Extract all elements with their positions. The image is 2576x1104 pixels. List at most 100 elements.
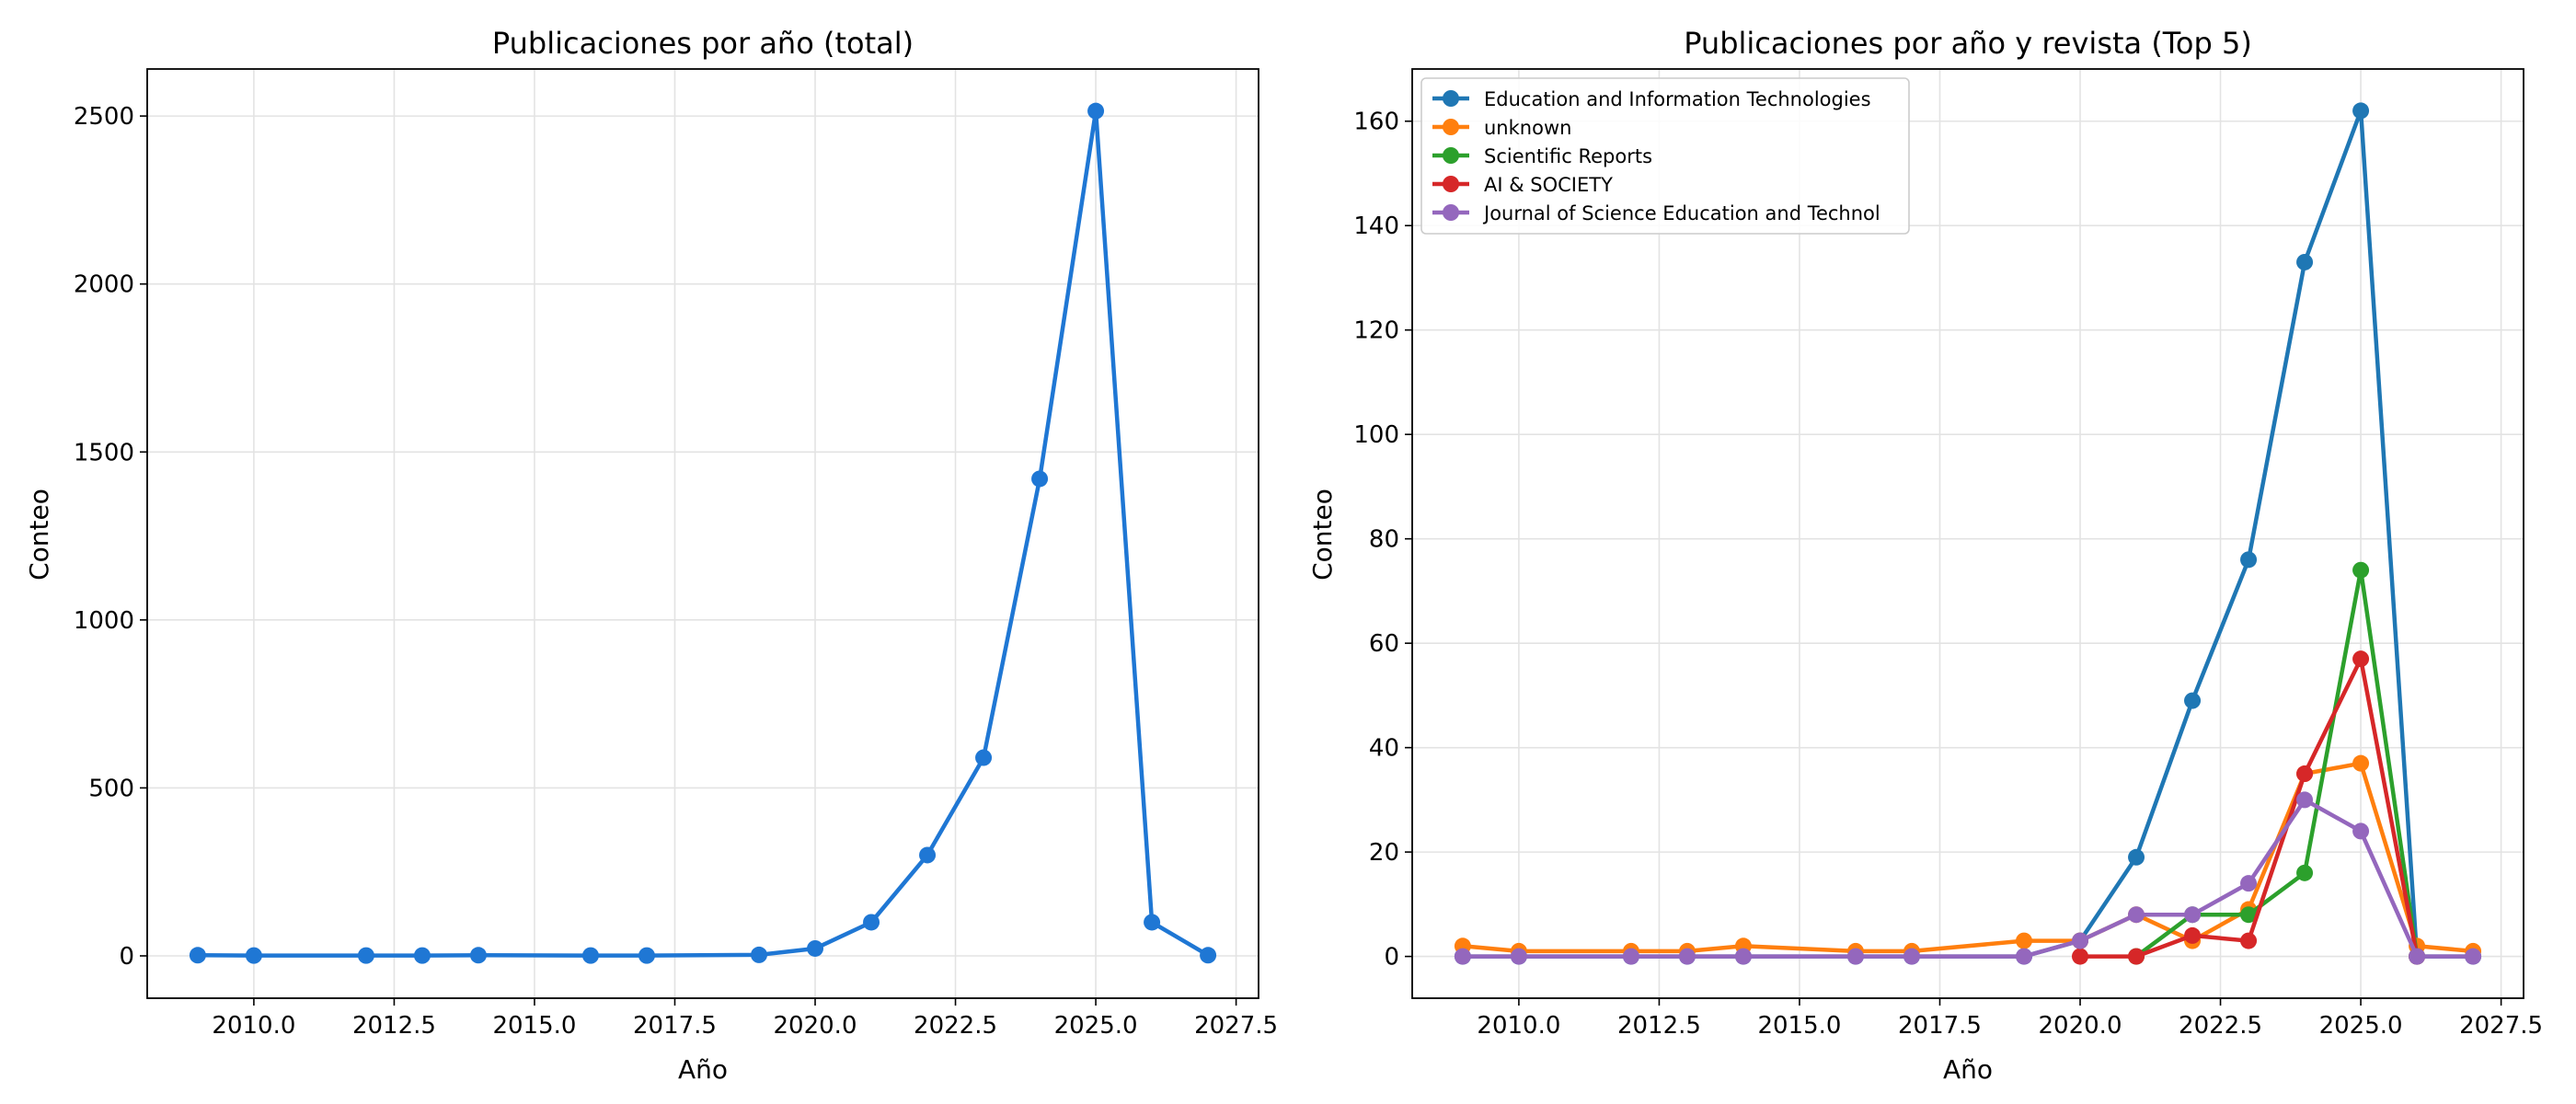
y-tick-label: 20	[1369, 839, 1399, 867]
chart-title: Publicaciones por año (total)	[492, 26, 914, 61]
y-axis-label: Conteo	[24, 489, 54, 581]
x-tick-label: 2012.5	[352, 1012, 436, 1040]
data-point	[1510, 948, 1527, 965]
series-4	[1454, 791, 2482, 965]
data-point	[2184, 692, 2202, 709]
total-publications-chart: Publicaciones por año (total) Año Conteo…	[24, 26, 1278, 1085]
y-tick-label: 60	[1369, 630, 1399, 658]
data-point	[863, 914, 880, 931]
data-point	[1031, 470, 1049, 488]
legend-item: unknown	[1432, 117, 1571, 139]
x-tick-label: 2012.5	[1617, 1012, 1701, 1040]
data-point	[919, 846, 937, 864]
data-point	[2240, 906, 2258, 924]
y-tick-label: 80	[1369, 526, 1399, 554]
data-point	[1087, 102, 1105, 120]
data-point	[2128, 948, 2145, 965]
legend-marker	[1443, 90, 1459, 107]
x-tick-label: 2015.0	[492, 1012, 576, 1040]
data-point	[2352, 754, 2370, 772]
data-point	[2072, 948, 2089, 965]
data-point	[2352, 650, 2370, 668]
y-tick-label: 2000	[74, 271, 134, 299]
data-point	[2465, 948, 2482, 965]
series-line	[1462, 761, 2474, 954]
plot-frame	[146, 68, 1259, 999]
y-tick-label: 500	[88, 775, 134, 802]
data-point	[357, 947, 374, 964]
data-point	[638, 947, 655, 964]
legend-box	[1420, 77, 1910, 235]
y-tick-label: 0	[1384, 944, 1399, 972]
data-point	[2352, 822, 2370, 840]
data-point	[2352, 102, 2370, 120]
data-point	[1903, 948, 1920, 965]
data-point	[1846, 948, 1864, 965]
y-tick-label: 100	[1353, 421, 1399, 449]
y-tick-label: 160	[1353, 109, 1399, 136]
data-point	[751, 946, 768, 963]
chart-title: Publicaciones por año y revista (Top 5)	[1684, 26, 2252, 61]
legend-label: Journal of Science Education and Technol	[1482, 202, 1880, 224]
x-axis-label: Año	[1943, 1054, 1993, 1085]
data-point	[2296, 253, 2314, 270]
y-tick-label: 2500	[74, 103, 134, 131]
data-point	[2184, 926, 2202, 944]
x-tick-label: 2022.5	[914, 1012, 997, 1040]
data-point	[2240, 551, 2258, 569]
plot-frame	[1411, 68, 2524, 999]
data-point	[975, 749, 993, 766]
y-tick-label: 1000	[74, 607, 134, 635]
legend-marker	[1443, 176, 1459, 192]
data-point	[1622, 948, 1639, 965]
x-tick-label: 2015.0	[1757, 1012, 1841, 1040]
data-point	[2240, 932, 2258, 949]
legend-item: Journal of Science Education and Technol	[1432, 202, 1880, 224]
data-point	[2184, 906, 2202, 924]
x-axis-label: Año	[678, 1054, 728, 1085]
y-axis-label: Conteo	[1307, 489, 1338, 581]
data-point	[2016, 932, 2033, 949]
legend-item: Education and Information Technologies	[1432, 88, 1871, 110]
x-tick-label: 2017.5	[1898, 1012, 1982, 1040]
data-point	[2352, 561, 2370, 579]
legend-label: unknown	[1484, 117, 1571, 139]
legend-item: AI & SOCIETY	[1432, 174, 1613, 196]
data-point	[807, 939, 824, 957]
data-point	[1144, 914, 1161, 931]
x-tick-label: 2020.0	[2039, 1012, 2122, 1040]
x-tick-label: 2010.0	[1477, 1012, 1560, 1040]
data-point	[413, 947, 431, 964]
data-point	[189, 947, 206, 964]
data-point	[1678, 948, 1696, 965]
series-0	[189, 102, 1217, 964]
data-point	[2016, 948, 2033, 965]
data-point	[2296, 765, 2314, 783]
y-tick-label: 140	[1353, 213, 1399, 240]
top5-journals-chart: Publicaciones por año y revista (Top 5) …	[1307, 26, 2543, 1085]
data-point	[1734, 948, 1752, 965]
legend: Education and Information Technologies un…	[1420, 77, 1910, 235]
data-point	[2240, 875, 2258, 892]
x-tick-label: 2027.5	[2459, 1012, 2543, 1040]
legend-label: Education and Information Technologies	[1484, 88, 1871, 110]
legend-label: Scientific Reports	[1484, 145, 1652, 167]
y-tick-label: 1500	[74, 439, 134, 466]
legend-marker	[1443, 147, 1459, 164]
data-point	[1454, 948, 1471, 965]
grid	[147, 69, 1259, 998]
x-tick-label: 2010.0	[212, 1012, 295, 1040]
data-point	[2296, 864, 2314, 881]
x-tick-label: 2020.0	[774, 1012, 857, 1040]
series-line	[1462, 798, 2474, 959]
data-point	[2409, 948, 2426, 965]
data-point	[581, 947, 599, 964]
series-line	[197, 109, 1210, 958]
data-point	[2296, 791, 2314, 809]
data-point	[469, 947, 487, 964]
x-tick-label: 2027.5	[1194, 1012, 1278, 1040]
legend-marker	[1443, 204, 1459, 221]
legend-item: Scientific Reports	[1432, 145, 1652, 167]
x-tick-label: 2025.0	[1054, 1012, 1138, 1040]
